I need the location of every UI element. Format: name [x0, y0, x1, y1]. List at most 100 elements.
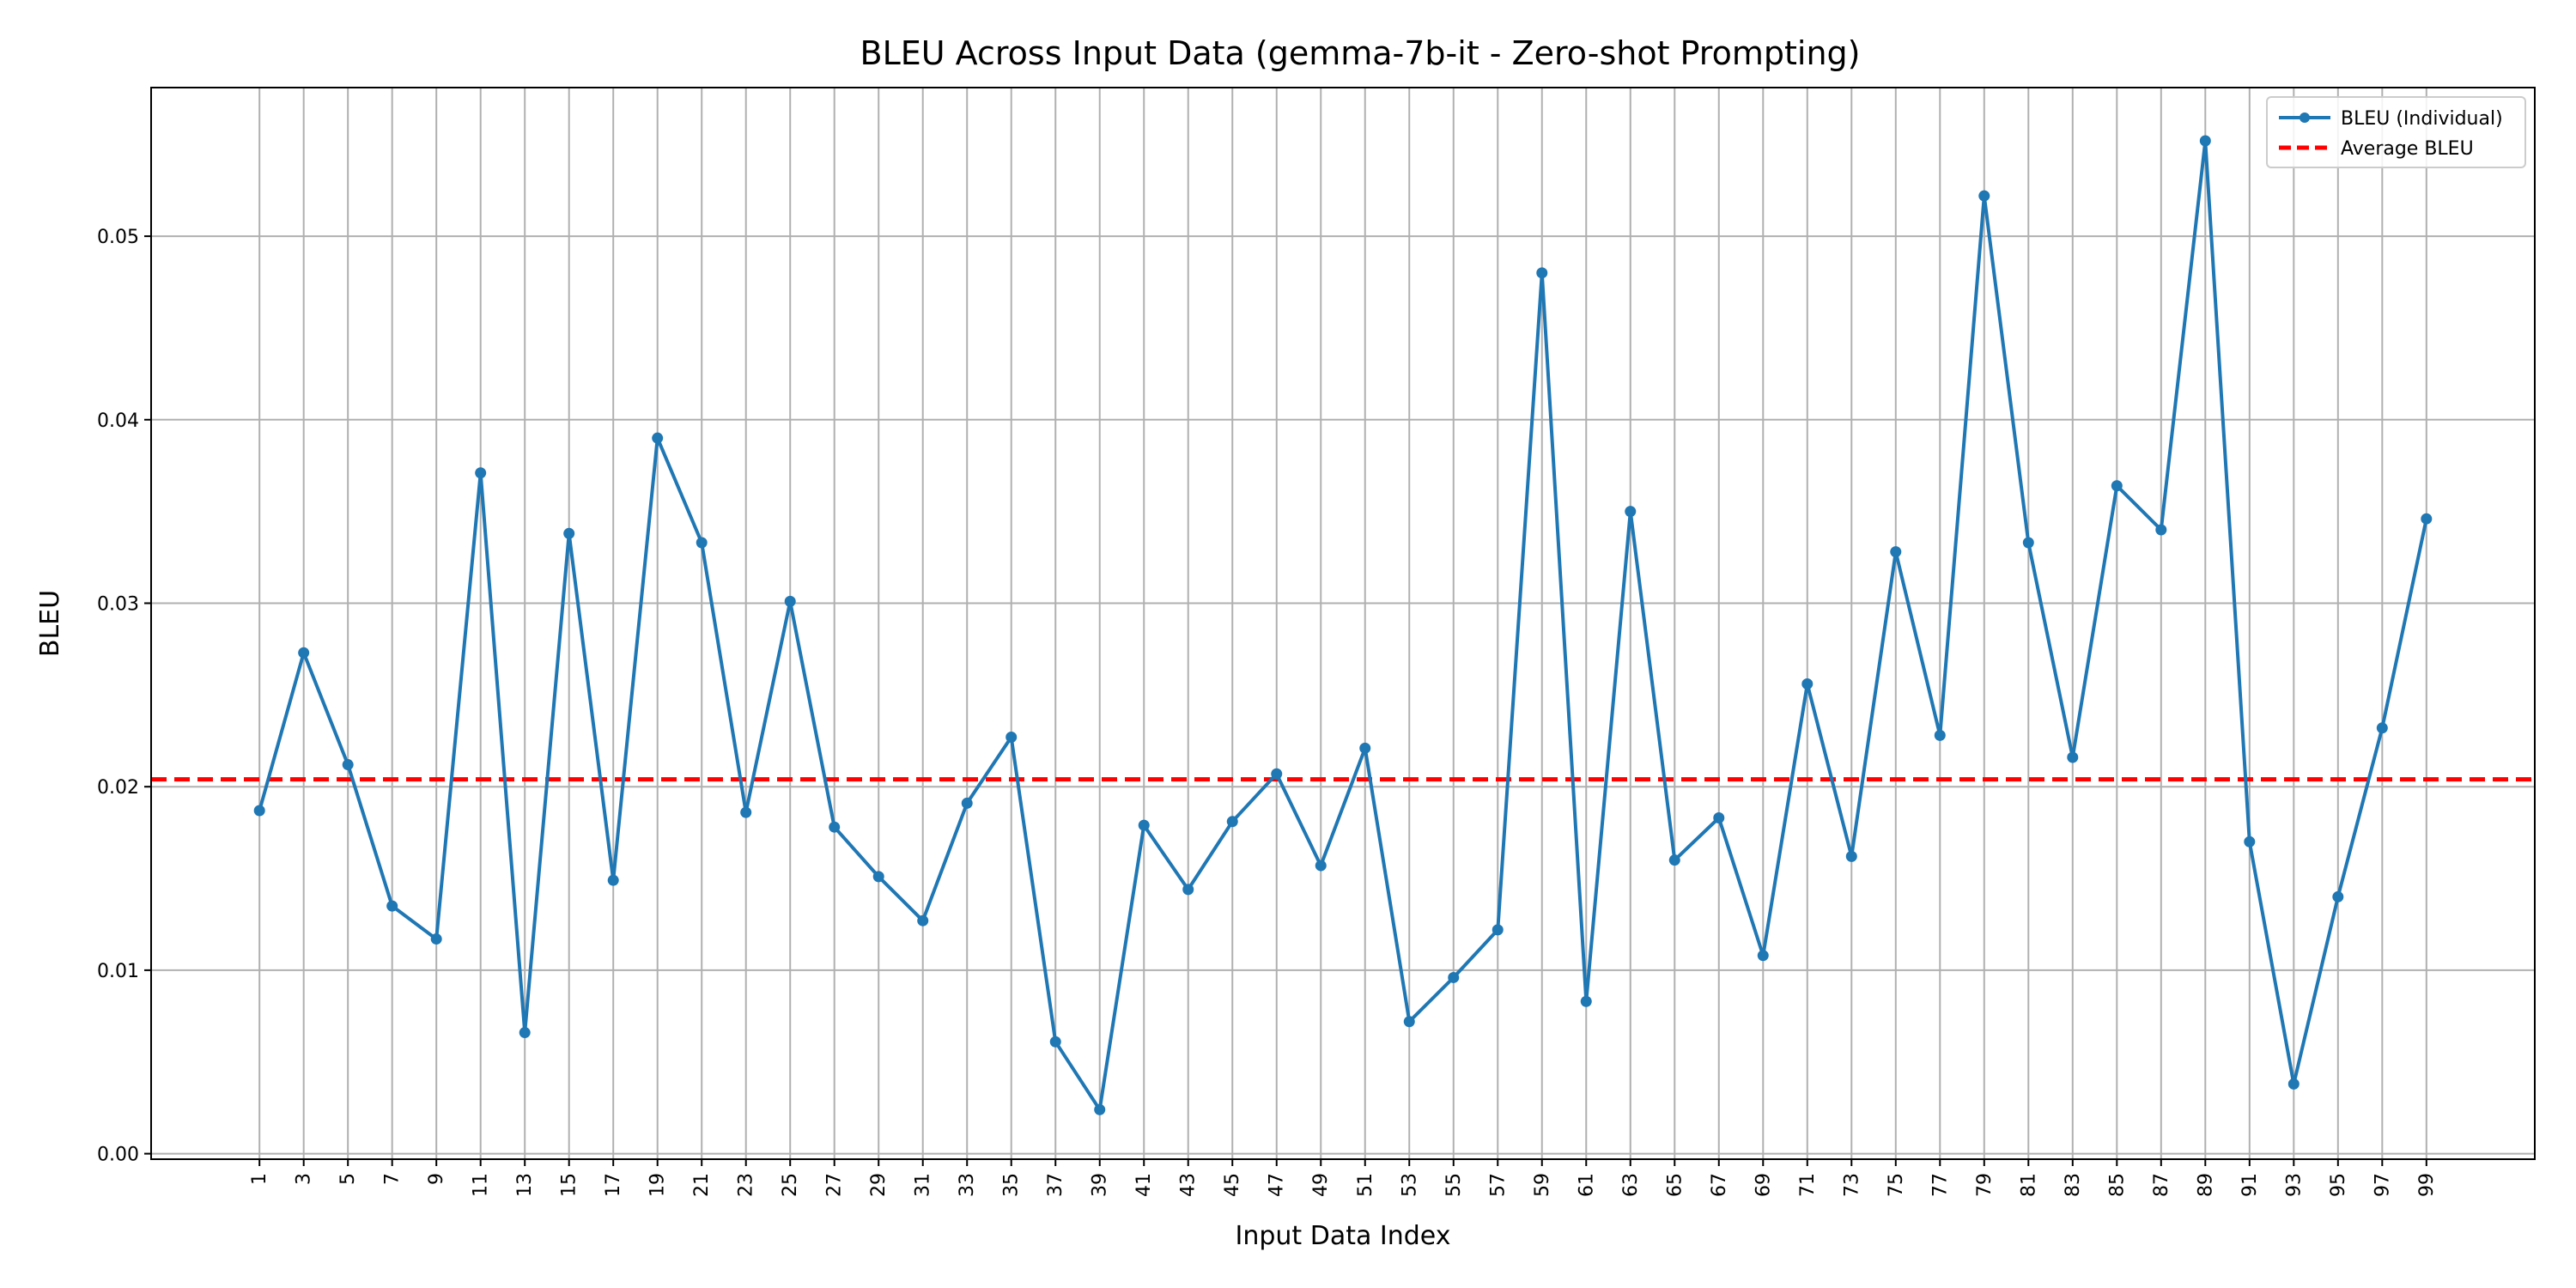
bleu-data-point	[1934, 729, 1946, 741]
bleu-data-point	[1757, 950, 1769, 962]
bleu-data-point	[1448, 971, 1460, 983]
bleu-data-point	[696, 537, 708, 549]
x-tick-label: 7	[382, 1173, 404, 1185]
bleu-data-point	[784, 595, 796, 607]
x-tick-label: 15	[559, 1173, 580, 1197]
legend-average-label: Average BLEU	[2341, 138, 2474, 160]
x-tick-label: 89	[2195, 1173, 2216, 1197]
bleu-data-point	[2022, 537, 2034, 549]
y-axis-ticks: 0.00 0.01 0.02 0.03 0.04 0.05	[97, 227, 151, 1166]
y-tick-label: 0.03	[97, 593, 139, 615]
x-tick-label: 65	[1664, 1173, 1686, 1197]
x-tick-label: 13	[514, 1173, 536, 1197]
x-tick-label: 95	[2328, 1173, 2349, 1197]
bleu-data-point	[2421, 513, 2433, 525]
plot-frame	[150, 87, 2536, 1160]
x-tick-label: 61	[1576, 1173, 1597, 1197]
x-tick-label: 69	[1753, 1173, 1774, 1197]
x-tick-label: 63	[1620, 1173, 1642, 1197]
bleu-data-point	[872, 871, 884, 883]
x-tick-label: 21	[691, 1173, 713, 1197]
bleu-data-point	[1978, 190, 1990, 202]
x-tick-label: 47	[1267, 1173, 1288, 1197]
x-tick-label: 71	[1797, 1173, 1819, 1197]
bleu-data-point	[1845, 850, 1857, 862]
x-tick-label: 83	[2063, 1173, 2084, 1197]
y-tick-label: 0.00	[97, 1145, 139, 1166]
bleu-data-point	[740, 806, 752, 818]
x-tick-label: 41	[1133, 1173, 1155, 1197]
y-tick-label: 0.02	[97, 777, 139, 799]
bleu-data-point	[298, 647, 310, 659]
x-tick-label: 87	[2151, 1173, 2172, 1197]
bleu-data-point	[1625, 506, 1637, 518]
x-axis-ticks: 1 3 5 7 9 11 13 15 17 19 21 23 25 27 29 31 33 35 37 39 41 43 4…	[249, 1159, 2438, 1197]
bleu-data-point	[2287, 1078, 2300, 1090]
bleu-data-point	[253, 805, 265, 817]
x-tick-label: 85	[2106, 1173, 2128, 1197]
x-tick-label: 77	[1929, 1173, 1951, 1197]
x-tick-label: 91	[2239, 1173, 2261, 1197]
x-tick-label: 99	[2416, 1173, 2438, 1197]
x-tick-label: 35	[1001, 1173, 1023, 1197]
x-tick-label: 33	[957, 1173, 978, 1197]
legend-box	[2266, 96, 2526, 168]
bleu-data-point	[386, 900, 398, 912]
bleu-data-point	[2155, 524, 2167, 536]
bleu-series-line	[258, 139, 2428, 1112]
x-tick-label: 55	[1443, 1173, 1465, 1197]
bleu-data-point	[1005, 731, 1018, 743]
x-tick-label: 9	[426, 1173, 447, 1185]
bleu-data-point	[1226, 816, 1238, 828]
x-tick-label: 1	[249, 1173, 270, 1185]
bleu-data-point	[475, 467, 487, 479]
bleu-data-point	[1713, 812, 1725, 824]
x-tick-label: 23	[736, 1173, 757, 1197]
x-tick-label: 5	[337, 1173, 359, 1185]
bleu-data-point	[2199, 135, 2211, 147]
y-tick-label: 0.04	[97, 410, 139, 432]
bleu-data-point	[2111, 480, 2123, 492]
x-tick-label: 45	[1222, 1173, 1243, 1197]
x-tick-label: 93	[2283, 1173, 2305, 1197]
y-tick-label: 0.01	[97, 961, 139, 982]
bleu-data-point	[1049, 1036, 1061, 1048]
bleu-data-point	[430, 933, 442, 945]
x-tick-label: 97	[2372, 1173, 2393, 1197]
bleu-data-point	[1094, 1103, 1106, 1115]
bleu-data-point	[1271, 768, 1283, 780]
x-tick-label: 49	[1310, 1173, 1332, 1197]
x-tick-label: 37	[1045, 1173, 1066, 1197]
x-tick-label: 81	[2018, 1173, 2039, 1197]
x-tick-label: 79	[1974, 1173, 1996, 1197]
x-tick-label: 3	[294, 1173, 315, 1185]
x-tick-label: 19	[647, 1173, 669, 1197]
x-tick-label: 17	[603, 1173, 624, 1197]
bleu-data-point	[1315, 860, 1327, 872]
bleu-data-point	[563, 527, 575, 539]
series-layer	[253, 135, 2433, 1115]
x-tick-label: 67	[1709, 1173, 1730, 1197]
legend-series-label: BLEU (Individual)	[2341, 108, 2503, 130]
bleu-data-point	[1403, 1016, 1415, 1028]
bleu-data-point	[1138, 819, 1150, 831]
x-tick-label: 73	[1841, 1173, 1862, 1197]
x-tick-label: 75	[1886, 1173, 1907, 1197]
bleu-data-point	[1801, 678, 1814, 690]
bleu-data-point	[1492, 924, 1504, 936]
x-tick-label: 57	[1487, 1173, 1509, 1197]
bleu-data-point	[1580, 995, 1592, 1007]
bleu-data-point	[961, 797, 973, 809]
bleu-data-point	[917, 914, 929, 927]
x-tick-label: 39	[1090, 1173, 1111, 1197]
chart-title: BLEU Across Input Data (gemma-7b-it - Ze…	[860, 34, 1861, 72]
bleu-data-point	[1890, 546, 1902, 558]
bleu-data-point	[1359, 742, 1371, 754]
bleu-data-point	[1182, 884, 1194, 896]
bleu-data-point	[829, 821, 841, 833]
bleu-data-point	[607, 874, 619, 886]
bleu-data-point	[519, 1027, 531, 1039]
x-axis-label: Input Data Index	[1236, 1221, 1451, 1251]
x-tick-label: 25	[780, 1173, 801, 1197]
